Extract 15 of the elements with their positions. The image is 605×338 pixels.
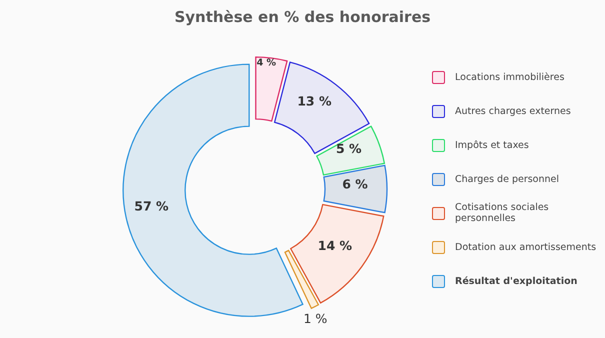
legend-label: Charges de personnel [455,174,560,184]
legend-label: Cotisations sociales personnelles [455,202,550,224]
legend-label: Dotation aux amortissements [455,242,596,252]
legend-label: Autres charges externes [455,106,571,116]
legend-label: Locations immobilières [455,72,564,82]
data-label: 57 % [134,198,170,214]
legend-label: Impôts et taxes [455,140,529,150]
chart-title: Synthèse en % des honoraires [173,8,432,26]
data-label: 4 % [256,57,276,68]
data-label: 1 % [303,310,328,326]
data-label: 6 % [342,176,368,192]
legend-label: Résultat d'exploitation [455,276,578,286]
data-label: 13 % [297,94,332,109]
data-label: 14 % [318,238,353,254]
data-label: 5 % [336,140,362,156]
